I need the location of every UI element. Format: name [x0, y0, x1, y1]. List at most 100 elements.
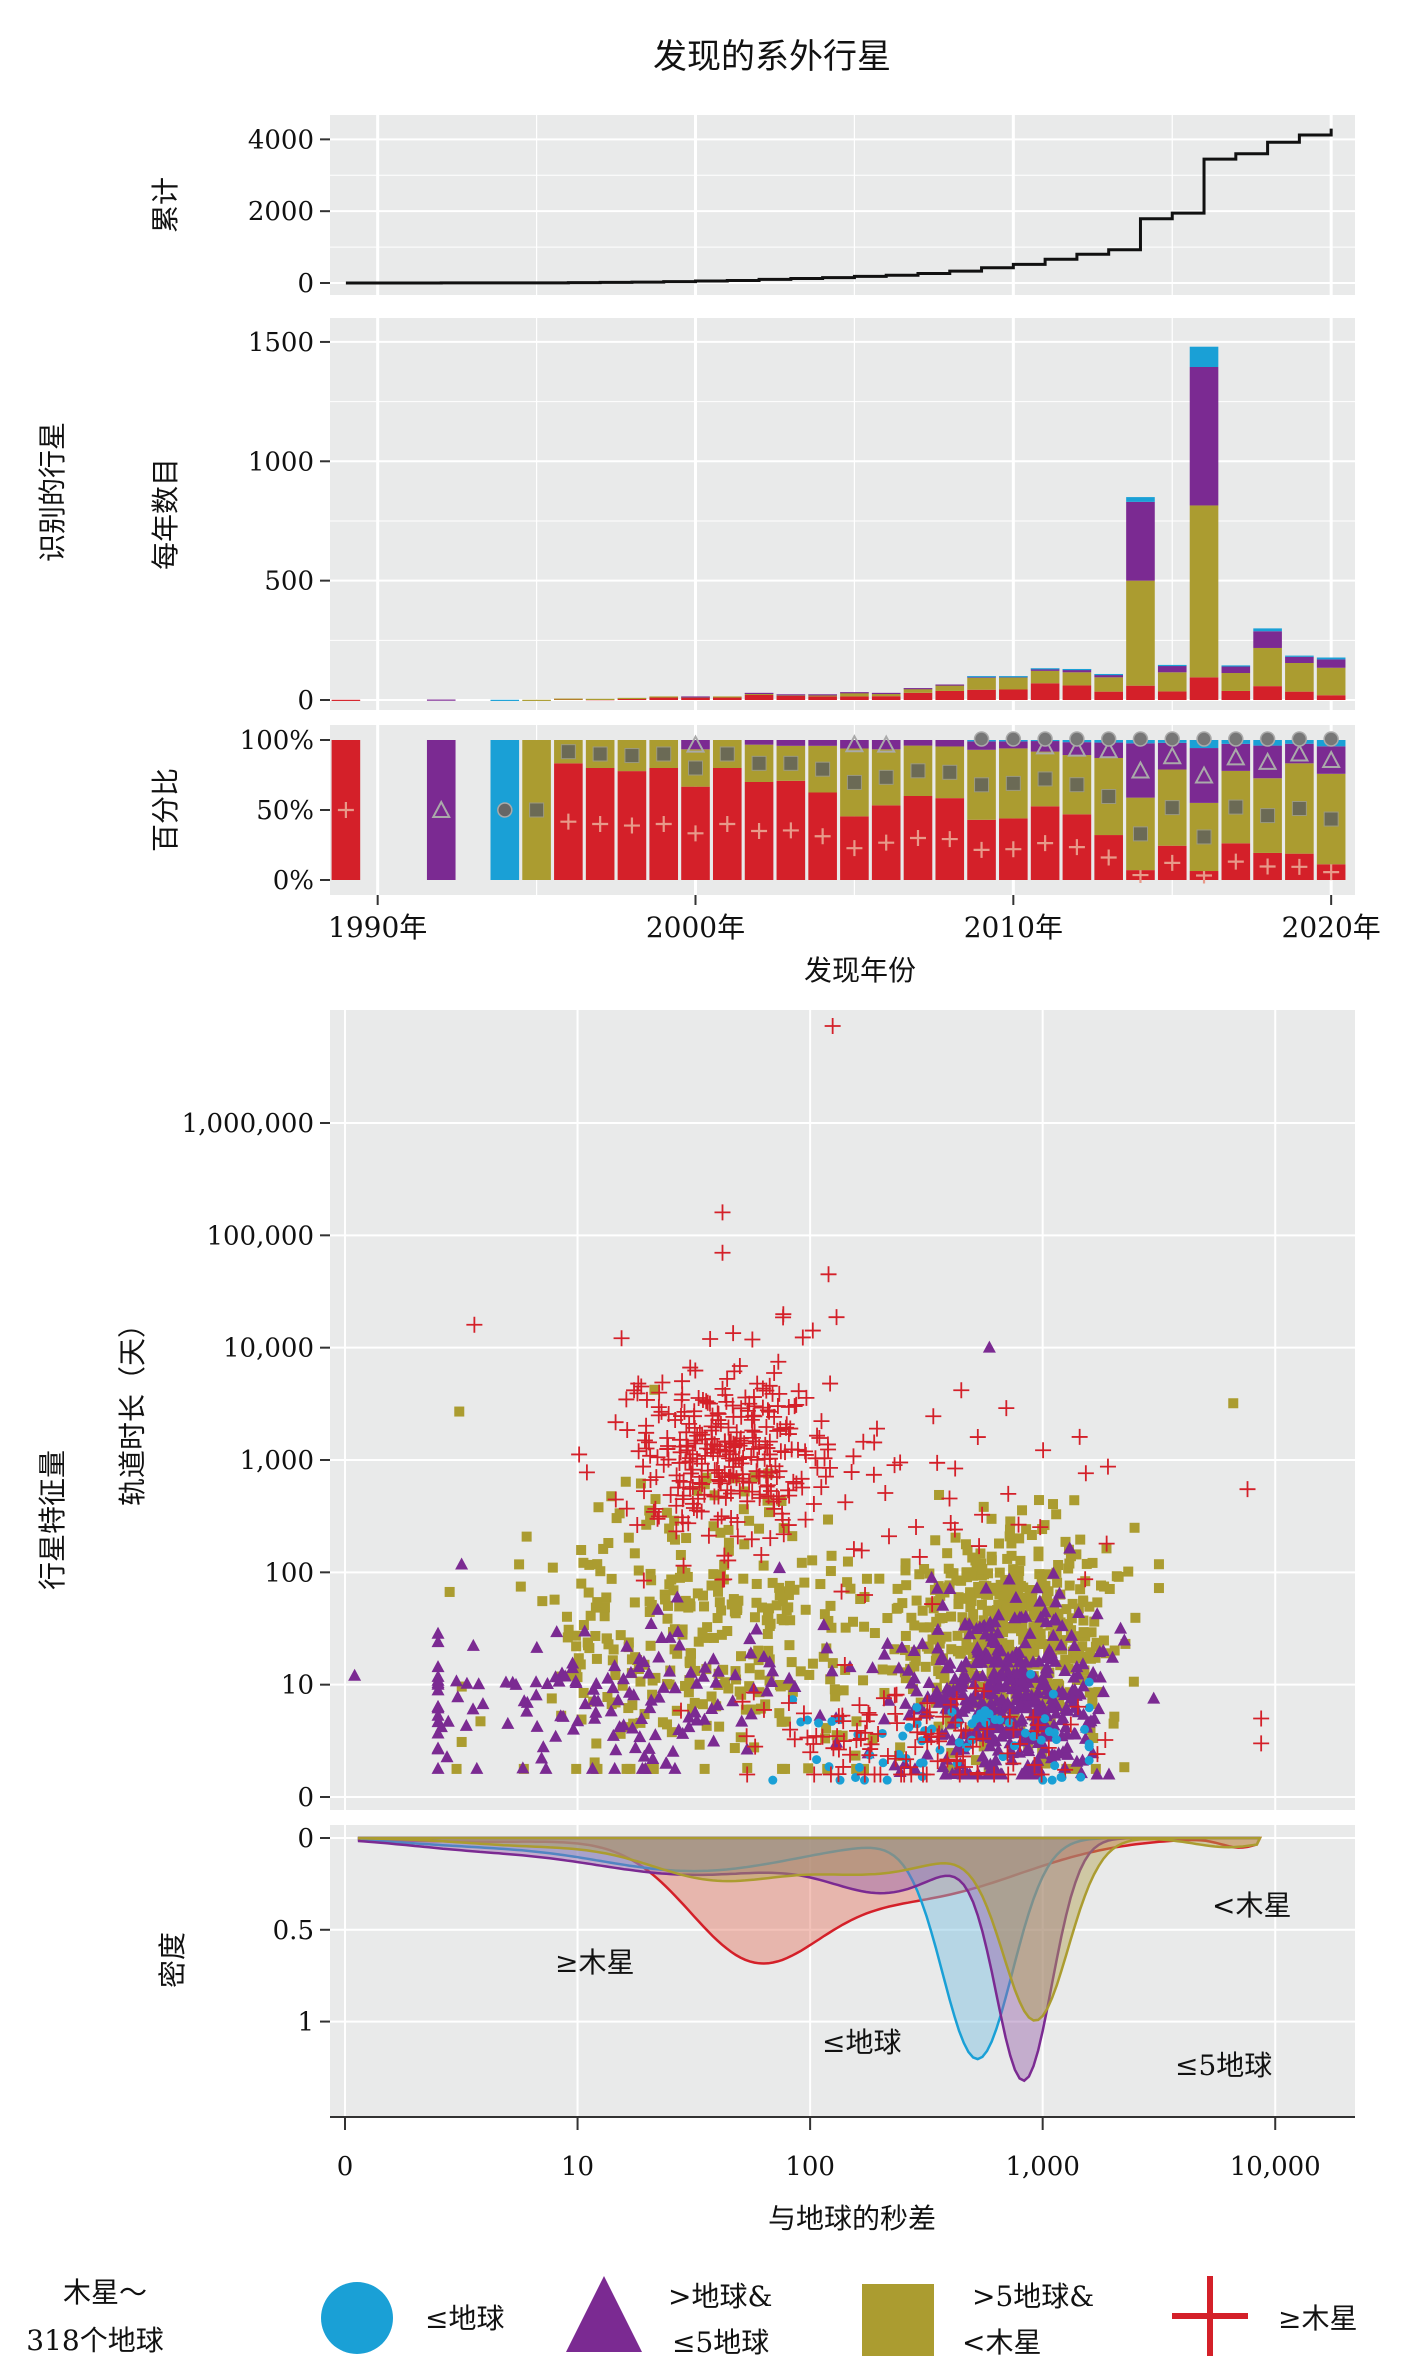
scatter-point-jupiter [953, 1722, 970, 1739]
scatter-point-super-earth [535, 1751, 549, 1764]
scatter-point-neptune [697, 1699, 708, 1710]
scatter-point-neptune [970, 1567, 981, 1578]
scatter-point-neptune [859, 1621, 870, 1632]
scatter-point-jupiter [651, 1384, 668, 1401]
scatter-point-super-earth [1015, 1673, 1029, 1686]
scatter-point-super-earth [659, 1756, 673, 1769]
scatter-point-super-earth [632, 1651, 646, 1664]
legend-title-line2: 318个地球 [26, 2324, 163, 2357]
scatter-point-neptune [1048, 1499, 1059, 1510]
scatter-point-super-earth [549, 1729, 563, 1742]
scatter-point-earth [898, 1731, 908, 1741]
per-year-bar [1126, 685, 1155, 700]
scatter-point-neptune [754, 1669, 765, 1680]
scatter-point-super-earth [940, 1660, 954, 1673]
scatter-point-jupiter [929, 1753, 946, 1770]
scatter-point-super-earth [1065, 1628, 1079, 1641]
scatter-point-jupiter [836, 1656, 853, 1673]
scatter-point-super-earth [881, 1636, 895, 1649]
scatter-point-jupiter [729, 1528, 746, 1545]
scatter-point-neptune [958, 1593, 969, 1604]
percent-marker-plus [814, 828, 831, 845]
percent-bar [808, 740, 837, 746]
scatter-point-jupiter [778, 1416, 795, 1433]
scatter-point-neptune [566, 1670, 577, 1681]
scatter-point-earth [998, 1752, 1008, 1762]
per-year-bar [871, 696, 901, 700]
scatter-point-jupiter [1253, 1735, 1270, 1752]
per-year-bar [1189, 677, 1219, 700]
scatter-point-super-earth [1060, 1740, 1074, 1753]
density-tick-label: 0.5 [273, 1916, 314, 1946]
scatter-point-neptune [1004, 1646, 1015, 1657]
percent-marker-plus [751, 823, 768, 839]
scatter-point-super-earth [1055, 1619, 1069, 1632]
scatter-point-neptune [891, 1603, 902, 1614]
scatter-point-neptune [626, 1654, 637, 1665]
scatter-point-super-earth [652, 1690, 666, 1703]
scatter-point-neptune [611, 1513, 622, 1524]
scatter-point-super-earth [981, 1678, 995, 1691]
scatter-point-neptune [645, 1515, 656, 1526]
scatter-point-neptune [1004, 1524, 1015, 1535]
scatter-point-neptune [699, 1763, 710, 1774]
scatter-point-jupiter [1253, 1710, 1270, 1727]
scatter-point-super-earth [1021, 1740, 1035, 1753]
scatter-point-jupiter [969, 1764, 986, 1781]
scatter-point-super-earth [1054, 1638, 1068, 1651]
percent-marker-circle [973, 731, 990, 747]
scatter-point-jupiter [678, 1424, 695, 1441]
scatter-point-jupiter [1089, 1746, 1106, 1763]
scatter-point-neptune [454, 1406, 465, 1417]
per-year-bar [1253, 631, 1282, 648]
scatter-point-neptune [623, 1532, 634, 1543]
scatter-point-super-earth [1114, 1621, 1128, 1634]
scatter-point-neptune [1098, 1635, 1109, 1646]
scatter-point-super-earth [1086, 1746, 1100, 1759]
scatter-point-super-earth [682, 1710, 696, 1723]
scatter-point-earth [1044, 1727, 1054, 1737]
scatter-point-neptune [1007, 1584, 1018, 1595]
scatter-point-neptune [1087, 1692, 1098, 1703]
per-year-bar [1221, 690, 1251, 700]
scatter-point-neptune [475, 1716, 486, 1727]
scatter-point-jupiter [729, 1514, 746, 1531]
scatter-point-neptune [644, 1606, 655, 1617]
scatter-point-super-earth [1023, 1626, 1037, 1639]
percent-marker-triangle [1289, 743, 1310, 762]
scatter-point-jupiter [687, 1435, 704, 1452]
scatter-point-earth [978, 1713, 988, 1723]
scatter-point-jupiter [710, 1471, 727, 1488]
outer-label-identified: 识别的行星 [36, 422, 69, 562]
scatter-point-super-earth [902, 1708, 916, 1721]
percent-marker-square [1069, 777, 1085, 793]
scatter-point-neptune [598, 1543, 609, 1554]
per-year-bar [1189, 346, 1219, 367]
scatter-point-neptune [674, 1572, 685, 1583]
scatter-point-super-earth [578, 1624, 592, 1637]
scatter-point-neptune [955, 1648, 966, 1659]
scatter-point-super-earth [882, 1693, 896, 1706]
scatter-y-tick-label: 100,000 [206, 1221, 314, 1251]
scatter-point-jupiter [673, 1408, 690, 1425]
scatter-point-jupiter [942, 1515, 959, 1532]
percent-bar [1126, 743, 1155, 798]
scatter-point-neptune [606, 1491, 617, 1502]
scatter-point-super-earth [1001, 1726, 1015, 1739]
scatter-point-neptune [934, 1638, 945, 1649]
scatter-point-neptune [786, 1657, 797, 1668]
scatter-point-jupiter [879, 1748, 896, 1765]
percent-marker-plus [1005, 841, 1022, 858]
per-year-bar [1030, 670, 1060, 684]
outer-label-features: 行星特征量 [36, 1450, 69, 1590]
scatter-point-jupiter [677, 1454, 694, 1471]
scatter-point-earth [927, 1724, 937, 1734]
scatter-point-neptune [781, 1586, 792, 1597]
scatter-point-neptune [920, 1661, 931, 1672]
scatter-point-neptune [549, 1594, 560, 1605]
legend-label-neptune-2: <木星 [962, 2326, 1041, 2359]
scatter-point-neptune [603, 1639, 614, 1650]
scatter-point-super-earth [440, 1750, 454, 1763]
scatter-point-jupiter [660, 1406, 677, 1423]
scatter-point-jupiter [967, 1680, 984, 1697]
